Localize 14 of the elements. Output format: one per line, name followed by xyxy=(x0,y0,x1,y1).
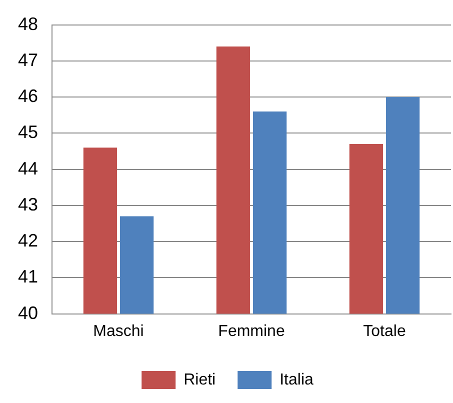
y-tick-label: 42 xyxy=(18,230,38,251)
legend-label: Italia xyxy=(280,371,314,388)
y-tick-label: 44 xyxy=(18,158,38,178)
y-tick-label: 40 xyxy=(18,302,38,323)
y-tick-label: 47 xyxy=(18,50,38,70)
y-tick-label: 41 xyxy=(18,266,38,287)
x-tick-label: Maschi xyxy=(93,322,144,340)
y-tick-label: 46 xyxy=(18,86,38,106)
y-tick-label: 45 xyxy=(18,122,38,142)
legend-label: Rieti xyxy=(184,371,216,388)
y-tick-label: 43 xyxy=(18,194,38,214)
x-tick-label: Femmine xyxy=(218,322,285,340)
y-tick-label: 48 xyxy=(18,14,38,34)
x-tick-label: Totale xyxy=(363,322,406,340)
